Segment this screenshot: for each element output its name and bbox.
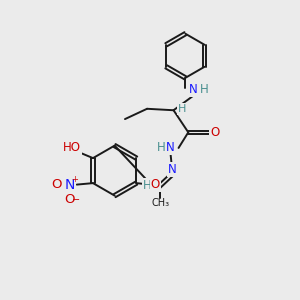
Text: H: H <box>200 83 209 96</box>
Text: −: − <box>72 195 80 205</box>
Text: H: H <box>178 104 186 114</box>
Text: H: H <box>143 179 152 192</box>
Text: H: H <box>157 141 165 154</box>
Text: O: O <box>64 193 75 206</box>
Text: O: O <box>52 178 62 191</box>
Text: N: N <box>64 178 75 192</box>
Text: CH₃: CH₃ <box>151 198 169 208</box>
Text: O: O <box>210 126 219 139</box>
Text: HO: HO <box>63 141 81 154</box>
Text: N: N <box>168 163 176 176</box>
Text: O: O <box>151 178 160 191</box>
Text: N: N <box>189 83 198 96</box>
Text: +: + <box>71 175 78 184</box>
Text: N: N <box>166 141 175 154</box>
